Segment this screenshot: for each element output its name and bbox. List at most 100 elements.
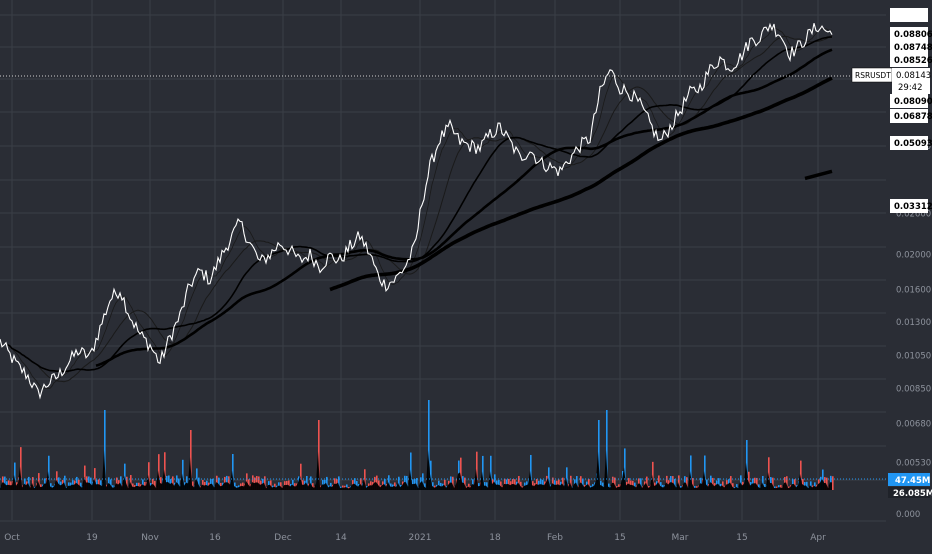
volume-bar	[280, 482, 282, 490]
price-badge-label: 0.05093	[894, 139, 932, 149]
volume-bar	[674, 478, 676, 490]
volume-bar	[172, 476, 174, 490]
x-tick-label: Mar	[672, 533, 689, 543]
x-tick-label: 15	[736, 533, 747, 543]
volume-bar	[532, 481, 534, 490]
volume-bar	[394, 482, 396, 490]
price-badge-label: 0.03312	[894, 202, 932, 212]
volume-bar	[306, 476, 308, 490]
volume-bar	[28, 476, 30, 490]
volume-bar	[326, 476, 328, 490]
volume-bar	[110, 479, 112, 490]
volume-bar	[468, 483, 470, 490]
volume-bar	[20, 447, 22, 490]
x-tick-label: 14	[335, 533, 347, 543]
volume-bar	[384, 478, 386, 490]
price-badge	[890, 53, 928, 67]
volume-bar	[666, 475, 668, 490]
volume-bar	[182, 459, 184, 490]
volume-bar	[388, 475, 390, 490]
volume-bar	[660, 482, 662, 490]
volume-bar	[360, 478, 362, 490]
x-tick-label: Oct	[4, 533, 20, 543]
volume-bar	[104, 410, 106, 490]
volume-bar	[614, 477, 616, 490]
volume-bar	[64, 475, 66, 490]
volume-bar	[422, 473, 424, 490]
volume-bar	[274, 483, 276, 490]
volume-bar	[678, 475, 680, 490]
volume-bar	[84, 465, 86, 490]
volume-bar	[356, 481, 358, 490]
volume-bar	[80, 482, 82, 490]
volume-bar	[768, 457, 770, 490]
volume-bar	[416, 478, 418, 490]
volume-bar	[90, 477, 92, 490]
y-tick-label: 0.02600	[896, 209, 931, 219]
volume-bar	[704, 455, 706, 490]
volume-bar	[780, 484, 782, 490]
volume-bar	[736, 484, 738, 490]
volume-bar	[378, 480, 380, 490]
volume-bar	[562, 477, 564, 490]
volume-bar	[786, 476, 788, 490]
volume-bar	[582, 478, 584, 490]
price-badge	[890, 136, 928, 150]
volume-bar	[658, 475, 660, 490]
volume-bar	[132, 483, 134, 490]
volume-bar	[338, 476, 340, 490]
volume-bar	[748, 471, 750, 490]
volume-bar	[690, 455, 692, 490]
volume-bar	[24, 478, 26, 490]
moving-average-segment	[804, 169, 833, 181]
volume-bar	[772, 477, 774, 490]
volume-bar	[432, 482, 434, 490]
volume-bar	[706, 479, 708, 490]
x-tick-label: 18	[489, 533, 501, 543]
volume-bar	[686, 477, 688, 490]
volume-bar	[718, 478, 720, 490]
volume-bar	[730, 476, 732, 490]
volume-badge-label: 26.085M	[893, 489, 932, 499]
volume-bar	[78, 479, 80, 490]
volume-bar	[58, 477, 60, 490]
volume-bar	[218, 477, 220, 490]
volume-bar	[398, 476, 400, 490]
price-badge	[890, 109, 928, 123]
volume-bar	[270, 480, 272, 490]
volume-bar	[588, 478, 590, 490]
volume-bar	[318, 420, 320, 490]
volume-bar	[168, 475, 170, 490]
volume-bar	[56, 471, 58, 490]
volume-bar	[126, 476, 128, 490]
volume-bar	[258, 476, 260, 490]
volume-bar	[712, 477, 714, 490]
volume-bar	[640, 478, 642, 490]
price-badge-label: 0.06878	[894, 112, 932, 122]
volume-bar	[212, 478, 214, 490]
volume-bar	[124, 463, 126, 490]
volume-bar	[178, 478, 180, 490]
moving-average-line	[95, 48, 833, 367]
volume-bar	[246, 473, 248, 490]
volume-bar	[800, 460, 802, 490]
volume-bar	[406, 475, 408, 490]
y-tick-label: 0.01300	[896, 318, 931, 328]
volume-bar	[196, 468, 198, 490]
volume-bar	[288, 480, 290, 490]
volume-bar	[192, 481, 194, 490]
price-badge-label: 0.08748	[894, 43, 932, 53]
x-tick-label: Dec	[274, 533, 291, 543]
y-tick-label: 0.00530	[896, 459, 931, 469]
volume-bar	[148, 462, 150, 490]
x-tick-label: 2021	[409, 533, 432, 543]
volume-bar	[652, 461, 654, 490]
volume-bar	[548, 467, 550, 490]
volume-bar	[38, 473, 40, 490]
price-badge-label: 0.08806	[894, 30, 932, 40]
volume-bar	[530, 454, 532, 490]
volume-bar	[476, 451, 478, 490]
moving-average-line	[7, 27, 833, 390]
volume-bar	[364, 469, 366, 490]
